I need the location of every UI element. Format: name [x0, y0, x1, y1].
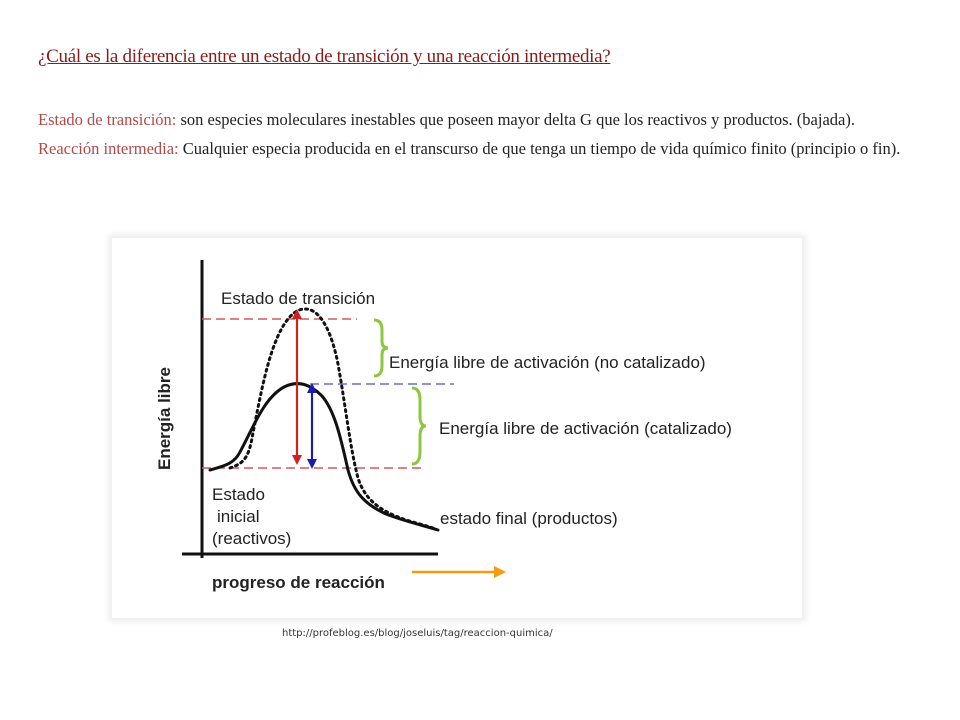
final-state-label: estado final (productos) — [440, 509, 618, 528]
intermediate-reaction-text: Cualquier especia producida en el transc… — [178, 139, 901, 158]
transition-state-definition: Estado de transición: son especies molec… — [38, 105, 910, 134]
initial-state-label-line1: Estado — [212, 485, 265, 504]
page-title: ¿Cuál es la diferencia entre un estado d… — [38, 46, 611, 67]
energy-diagram-figure: Estado de transición Energía libre de ac… — [112, 238, 802, 618]
uncatalyzed-curve — [228, 307, 438, 531]
catalyzed-curve — [208, 382, 440, 532]
source-url: http://profeblog.es/blog/joseluis/tag/re… — [282, 628, 553, 639]
activation-uncatalyzed-label: Energía libre de activación (no cataliza… — [389, 353, 706, 372]
transition-state-label: Estado de transición: — [38, 110, 177, 129]
intermediate-reaction-label: Reacción intermedia: — [38, 139, 179, 158]
energy-diagram: Estado de transición Energía libre de ac… — [155, 260, 732, 592]
initial-state-label-line3: (reactivos) — [212, 529, 291, 548]
intermediate-reaction-definition: Reacción intermedia: Cualquier especia p… — [38, 134, 910, 163]
y-axis-label: Energía libre — [155, 367, 174, 470]
definitions-block: Estado de transición: son especies molec… — [38, 105, 910, 163]
activation-catalyzed-label: Energía libre de activación (catalizado) — [439, 419, 732, 438]
x-axis-label: progreso de reacción — [212, 573, 385, 592]
catalyzed-brace — [411, 386, 427, 466]
transition-state-text: son especies moleculares inestables que … — [176, 110, 855, 129]
transition-state-label: Estado de transición — [221, 289, 375, 308]
initial-state-label-line2: inicial — [217, 507, 260, 526]
uncatalyzed-brace — [373, 318, 389, 378]
